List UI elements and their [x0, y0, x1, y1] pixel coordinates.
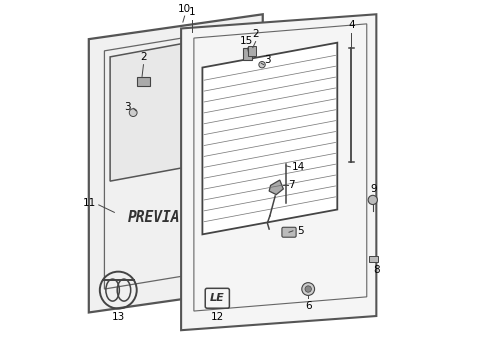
Text: 12: 12 [211, 312, 224, 323]
Bar [137, 77, 150, 86]
Circle shape [129, 109, 137, 117]
Polygon shape [89, 14, 263, 312]
Polygon shape [110, 32, 245, 181]
Text: 2: 2 [140, 52, 147, 62]
Polygon shape [181, 14, 376, 330]
Text: 2: 2 [252, 29, 259, 39]
Text: 9: 9 [370, 184, 377, 194]
Text: PREVIA: PREVIA [128, 210, 180, 225]
Text: LE: LE [210, 293, 225, 303]
Text: 7: 7 [288, 180, 295, 190]
Text: 15: 15 [240, 36, 253, 45]
Polygon shape [202, 43, 337, 234]
Text: 3: 3 [124, 102, 131, 112]
Text: 14: 14 [292, 162, 305, 172]
FancyBboxPatch shape [282, 227, 296, 237]
Text: 4: 4 [348, 20, 355, 30]
Text: 5: 5 [297, 226, 304, 236]
Circle shape [302, 283, 315, 296]
Text: 1: 1 [189, 7, 196, 17]
Bar [243, 48, 252, 60]
Text: 3: 3 [264, 55, 271, 66]
Circle shape [368, 195, 377, 204]
Bar [368, 256, 378, 262]
Text: 13: 13 [112, 312, 125, 323]
Circle shape [259, 62, 265, 68]
Text: 6: 6 [305, 301, 312, 311]
Bar [248, 45, 256, 56]
Text: 11: 11 [83, 198, 96, 208]
Text: 8: 8 [373, 265, 380, 275]
Text: 10: 10 [178, 4, 191, 14]
Circle shape [305, 286, 311, 292]
Polygon shape [269, 180, 283, 195]
